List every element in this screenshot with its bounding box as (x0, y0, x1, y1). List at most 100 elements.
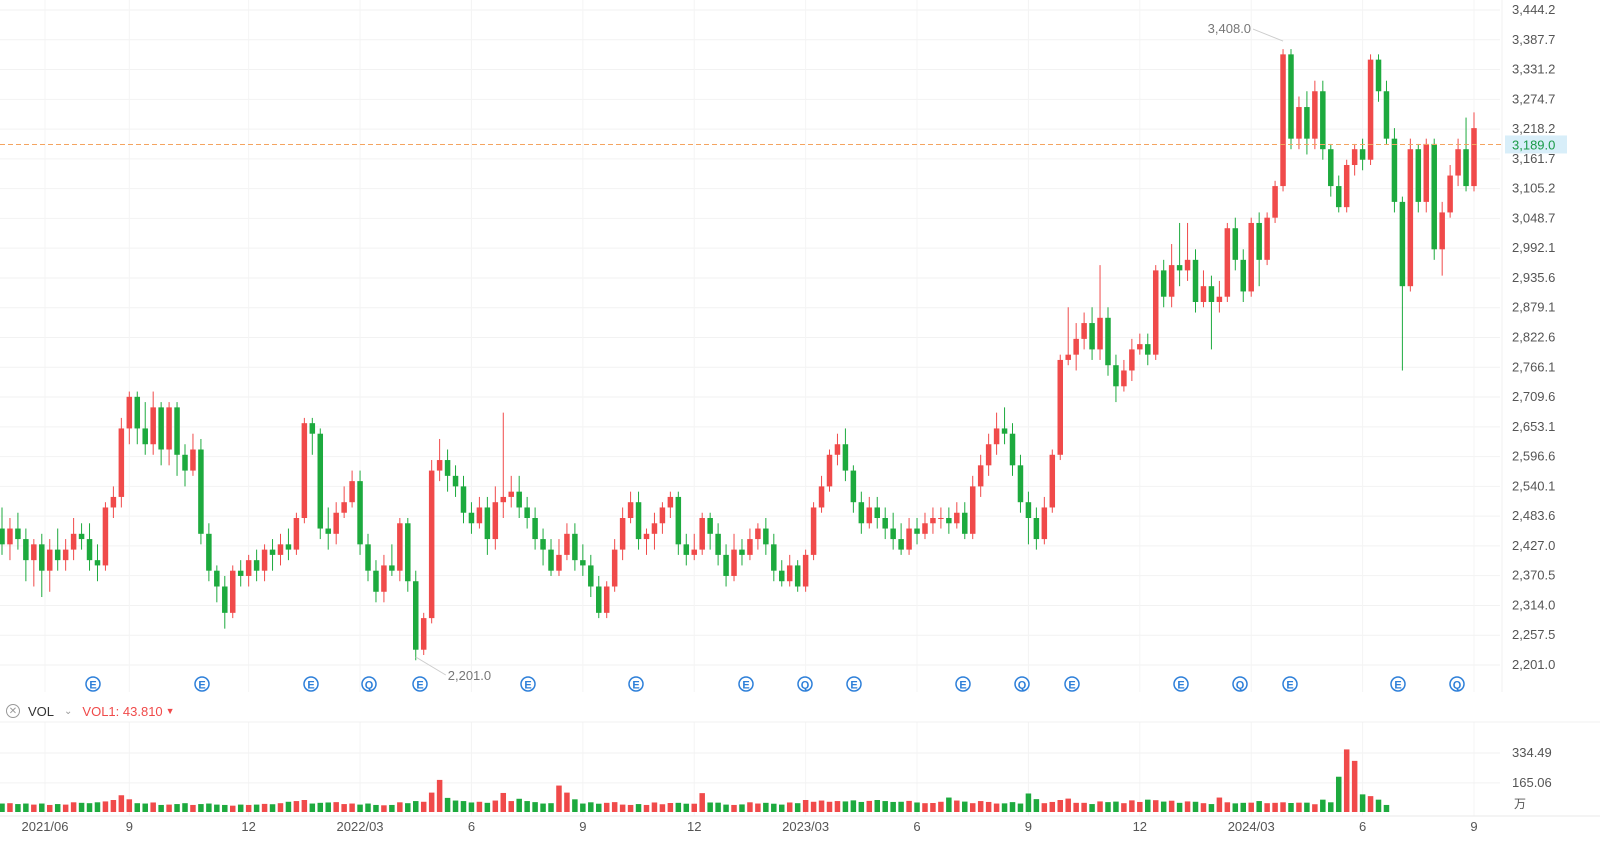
candle-body (858, 502, 865, 524)
event-marker-icon[interactable]: E (738, 676, 754, 692)
volume-bar (1351, 760, 1358, 812)
volume-bar (373, 804, 379, 812)
candle-body (572, 533, 578, 561)
volume-bar (882, 801, 888, 812)
volume-bar (802, 800, 809, 812)
candle (922, 512, 928, 540)
time-tick-label: 6 (1359, 819, 1366, 834)
event-circle (85, 676, 101, 692)
event-marker-icon[interactable]: E (412, 676, 428, 692)
candle (1065, 307, 1071, 366)
event-marker-icon[interactable]: E (1173, 676, 1189, 692)
volume-bar (182, 803, 188, 812)
candle-body (1359, 149, 1366, 160)
event-marker-icon[interactable]: Q (1449, 676, 1465, 692)
candle (1256, 212, 1262, 287)
candle-body (763, 528, 769, 545)
event-marker-icon[interactable]: E (194, 676, 210, 692)
candle (1097, 265, 1103, 360)
candle-body (588, 565, 594, 587)
candle (977, 454, 984, 497)
candle-body (619, 518, 626, 550)
volume-bar (492, 800, 499, 812)
volume-bar (794, 803, 801, 812)
candle-body (1232, 228, 1239, 260)
indicator-name[interactable]: VOL (28, 703, 55, 719)
close-indicator-icon[interactable]: ✕ (6, 704, 20, 718)
event-letter: E (1068, 680, 1075, 692)
candle-body (413, 581, 419, 650)
event-marker-icon[interactable]: Q (361, 676, 377, 692)
event-marker-icon[interactable]: E (520, 676, 536, 692)
volume-bar (1375, 799, 1382, 812)
current-price-label: 3,189.0 (1512, 137, 1555, 152)
volume-bar (969, 803, 976, 812)
event-marker-icon[interactable]: Q (797, 676, 813, 692)
candle-body (1017, 465, 1024, 503)
candle (182, 444, 188, 487)
event-marker-icon[interactable]: E (1282, 676, 1298, 692)
dropdown-arrow-icon[interactable]: ▼ (165, 706, 175, 716)
candle-body (755, 528, 761, 540)
volume-bar (1081, 802, 1087, 812)
event-letter: Q (1236, 680, 1245, 692)
candle (94, 544, 101, 582)
volume-bar (866, 800, 873, 812)
candle-body (1288, 54, 1294, 139)
candle (1304, 91, 1310, 155)
candle-body (365, 544, 371, 571)
candle-body (428, 470, 435, 619)
volume-bar (635, 804, 642, 812)
candle (1216, 280, 1223, 313)
candle (78, 523, 85, 550)
volume-bar (540, 803, 546, 812)
candle-body (1248, 222, 1254, 292)
candle (389, 544, 395, 576)
event-marker-icon[interactable]: E (85, 676, 101, 692)
candle (882, 507, 888, 540)
candle (1383, 80, 1390, 144)
event-marker-icon[interactable]: E (1390, 676, 1406, 692)
event-marker-icon[interactable]: Q (1232, 676, 1248, 692)
price-grid (0, 9, 1500, 666)
price-tick-label: 2,540.1 (1512, 478, 1555, 493)
volume-bar (94, 802, 101, 812)
price-tick-label: 3,161.7 (1512, 151, 1555, 166)
price-tick-label: 3,218.2 (1512, 121, 1555, 136)
time-tick-label: 2021/06 (22, 819, 69, 834)
price-tick-label: 2,427.0 (1512, 538, 1555, 553)
volume-bar (1129, 800, 1135, 812)
candle (1375, 54, 1382, 102)
event-marker-icon[interactable]: E (628, 676, 644, 692)
candle (1391, 128, 1398, 213)
volume-bar (309, 803, 316, 812)
event-circle (797, 676, 813, 692)
volume-bar (786, 802, 793, 812)
candle (516, 475, 522, 519)
chevron-down-icon[interactable]: ⌄ (64, 705, 73, 717)
candle-body (1208, 286, 1215, 302)
candle-body (675, 496, 682, 545)
volume-bar (826, 801, 833, 812)
price-tick-label: 3,105.2 (1512, 181, 1555, 196)
event-marker-icon[interactable]: E (303, 676, 319, 692)
event-letter: E (1394, 680, 1401, 692)
volume-grid (0, 721, 1600, 784)
event-marker-icon[interactable]: E (846, 676, 862, 692)
candle-body (635, 502, 642, 540)
volume-bar (763, 802, 769, 812)
candle (802, 549, 809, 592)
candle-body (826, 454, 833, 487)
volume-bar (381, 805, 387, 812)
candle (866, 496, 873, 529)
event-marker-icon[interactable]: E (955, 676, 971, 692)
candle-body (389, 565, 395, 571)
candle (118, 417, 125, 508)
event-circle (194, 676, 210, 692)
candle (747, 528, 753, 561)
volume-bar (349, 803, 355, 812)
event-marker-icon[interactable]: E (1064, 676, 1080, 692)
candle (500, 412, 507, 519)
event-marker-icon[interactable]: Q (1014, 676, 1030, 692)
